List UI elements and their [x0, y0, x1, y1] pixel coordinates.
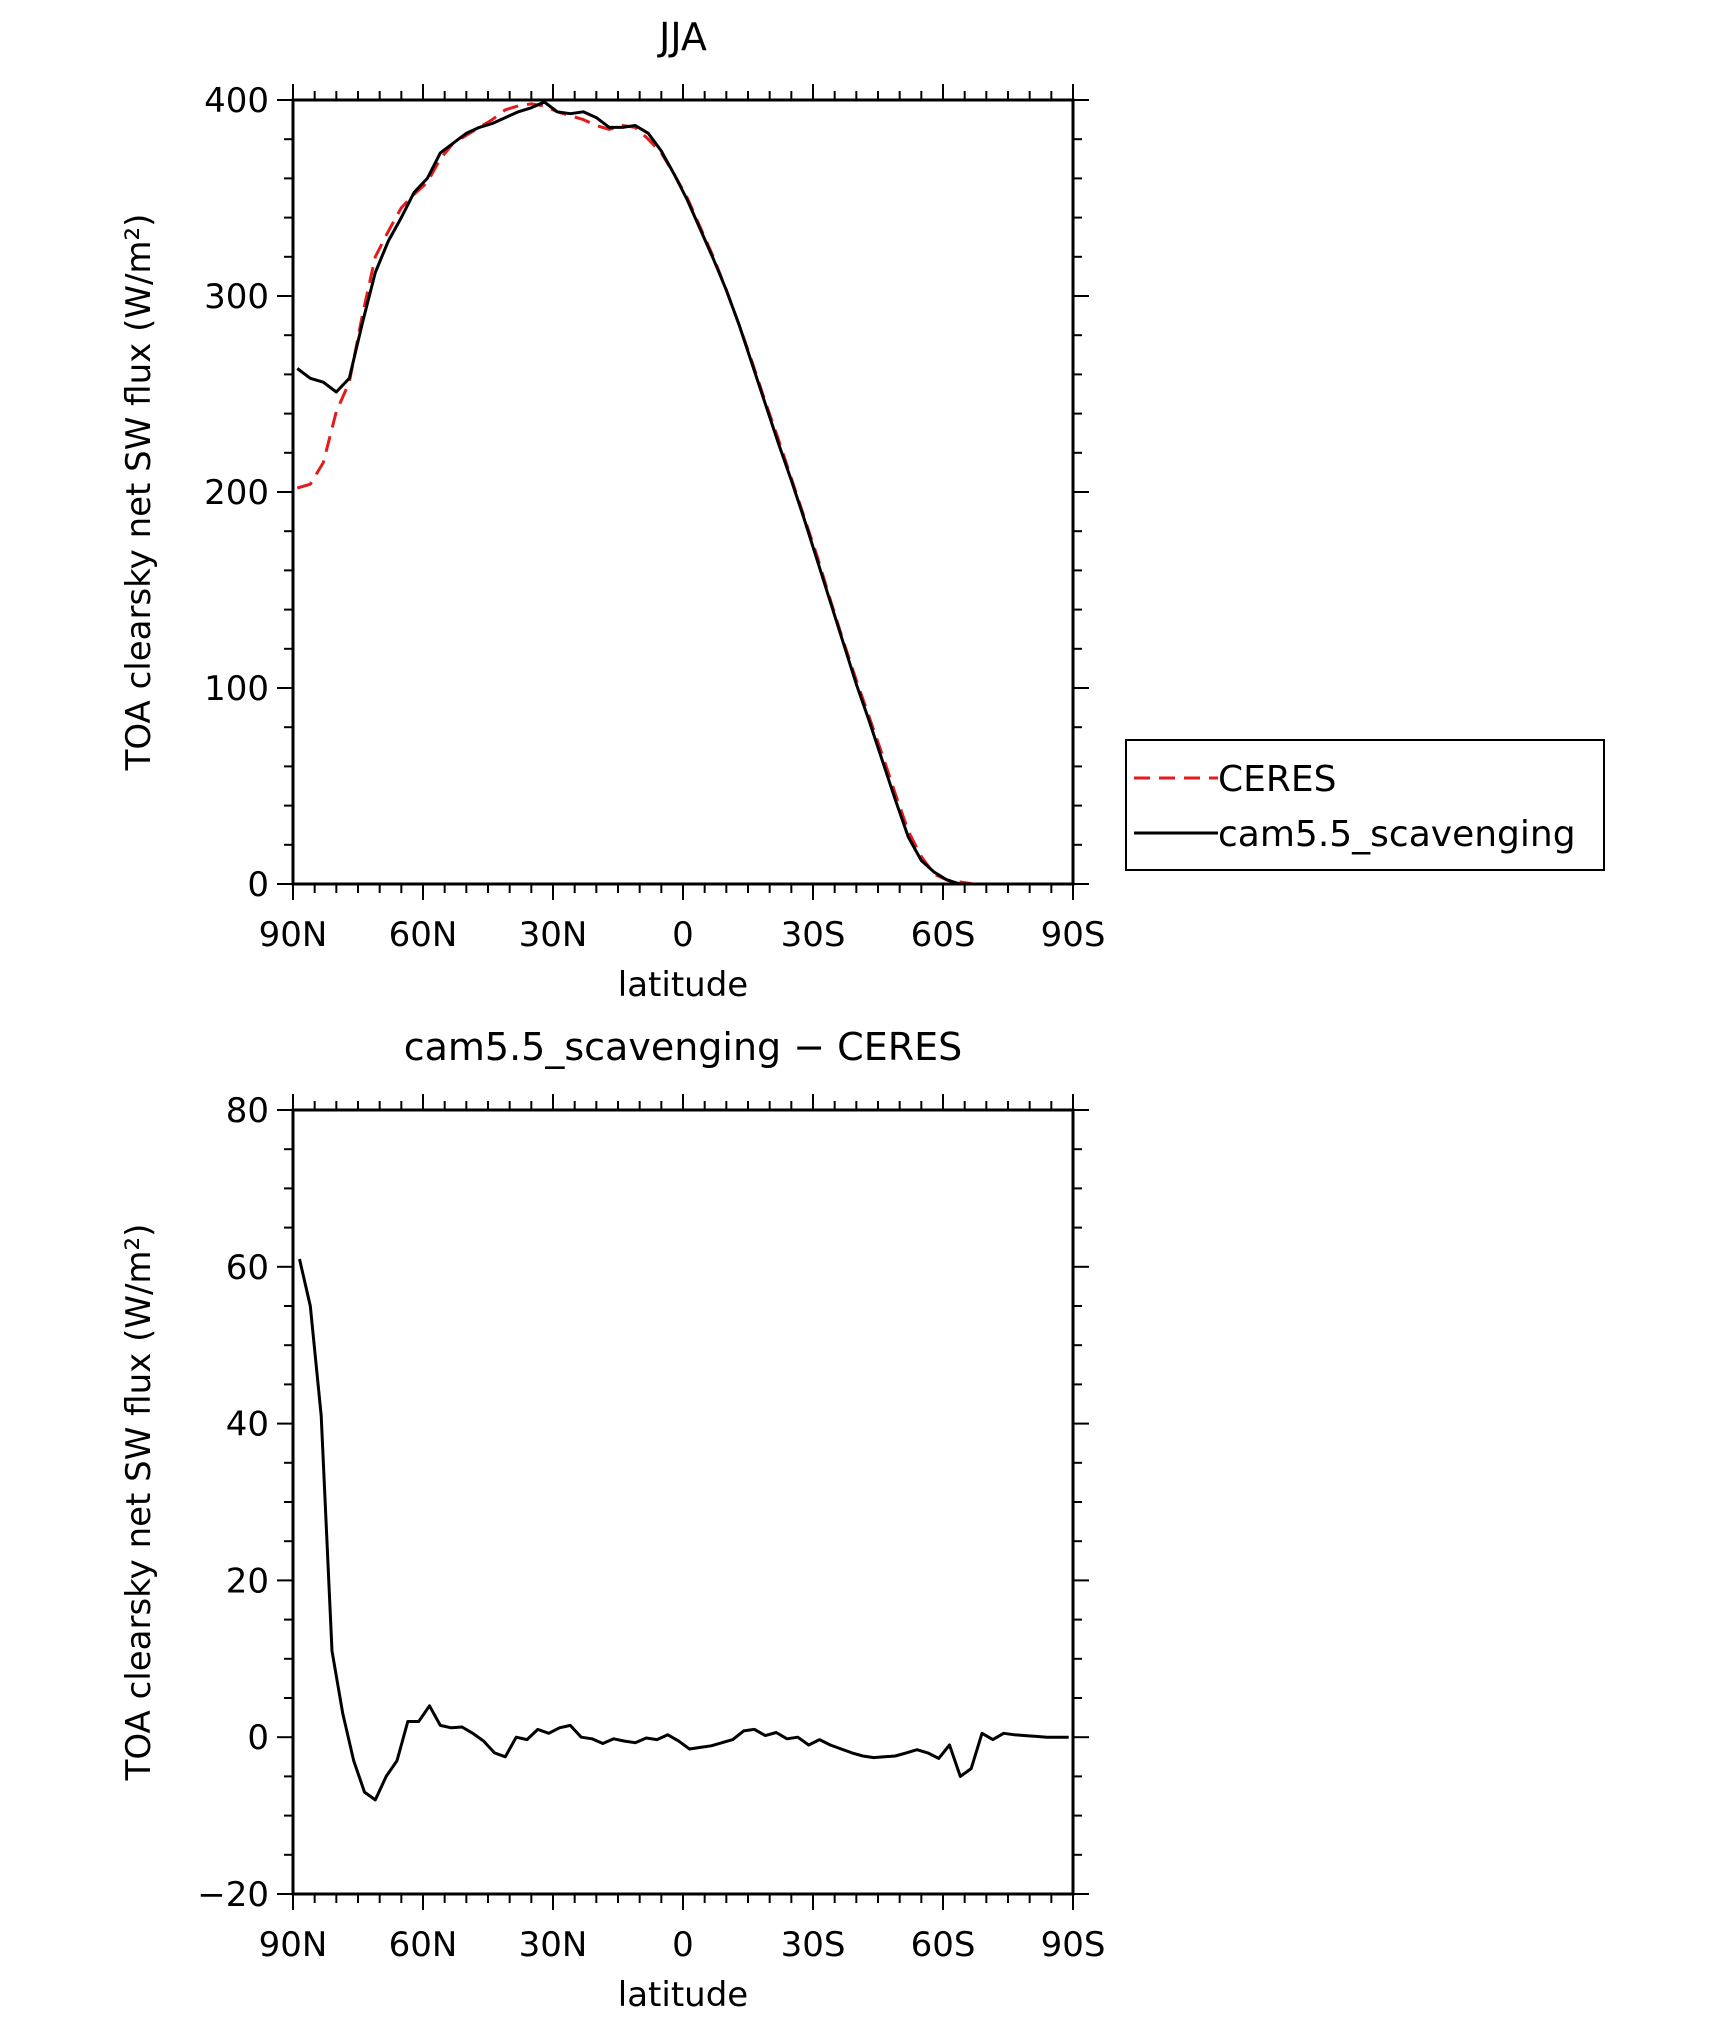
y-tick-label: 300 [204, 277, 269, 317]
x-tick-label: 0 [672, 1925, 694, 1965]
legend-label: CERES [1218, 759, 1337, 800]
series-line-cam5-5-scavenging [296, 100, 1065, 886]
x-tick-label: 60N [389, 1925, 458, 1965]
y-tick-label: 100 [204, 669, 269, 709]
panel-top-chart: 90N 60N 30N 0 30S 60S 90S 0 100 200 300 400 JJA latit… [119, 15, 1105, 1005]
legend-label: cam5.5_scavenging [1218, 814, 1576, 855]
x-tick-label: 60N [389, 915, 458, 955]
chart-title: cam5.5_scavenging − CERES [404, 1025, 963, 1069]
x-tick-label: 60S [911, 915, 976, 955]
y-tick-label: 0 [247, 865, 269, 905]
x-axis-title: latitude [618, 965, 748, 1005]
x-tick-label: 30S [781, 1925, 846, 1965]
x-tick-label: 60S [911, 1925, 976, 1965]
y-tick-label: 60 [226, 1248, 269, 1288]
y-tick-label: 20 [226, 1561, 269, 1601]
y-tick-label: 80 [226, 1091, 269, 1131]
x-tick-label: 30N [519, 1925, 588, 1965]
panel-bottom-chart: 90N 60N 30N 0 30S 60S 90S −20 0 20 40 60 80 cam5.5_sc… [119, 1025, 1105, 2015]
legend-box [1125, 739, 1605, 871]
x-tick-label: 30S [781, 915, 846, 955]
x-tick-label: 30N [519, 915, 588, 955]
x-tick-label: 90S [1041, 1925, 1106, 1965]
y-axis-title: TOA clearsky net SW flux (W/m²) [119, 214, 159, 772]
x-axis-title: latitude [618, 1975, 748, 2015]
x-tick-label: 90N [259, 1925, 328, 1965]
y-tick-label: −20 [197, 1875, 269, 1915]
series-line-difference [298, 1258, 1069, 1802]
y-tick-label: 200 [204, 473, 269, 513]
legend: CERES cam5.5_scavenging [1125, 739, 1605, 871]
chart-title: JJA [657, 15, 707, 59]
x-tick-label: 0 [672, 915, 694, 955]
y-axis-title: TOA clearsky net SW flux (W/m²) [119, 1224, 159, 1782]
x-tick-label: 90N [259, 915, 328, 955]
y-tick-label: 0 [247, 1718, 269, 1758]
x-tick-label: 90S [1041, 915, 1106, 955]
y-tick-label: 400 [204, 81, 269, 121]
y-tick-label: 40 [226, 1405, 269, 1445]
